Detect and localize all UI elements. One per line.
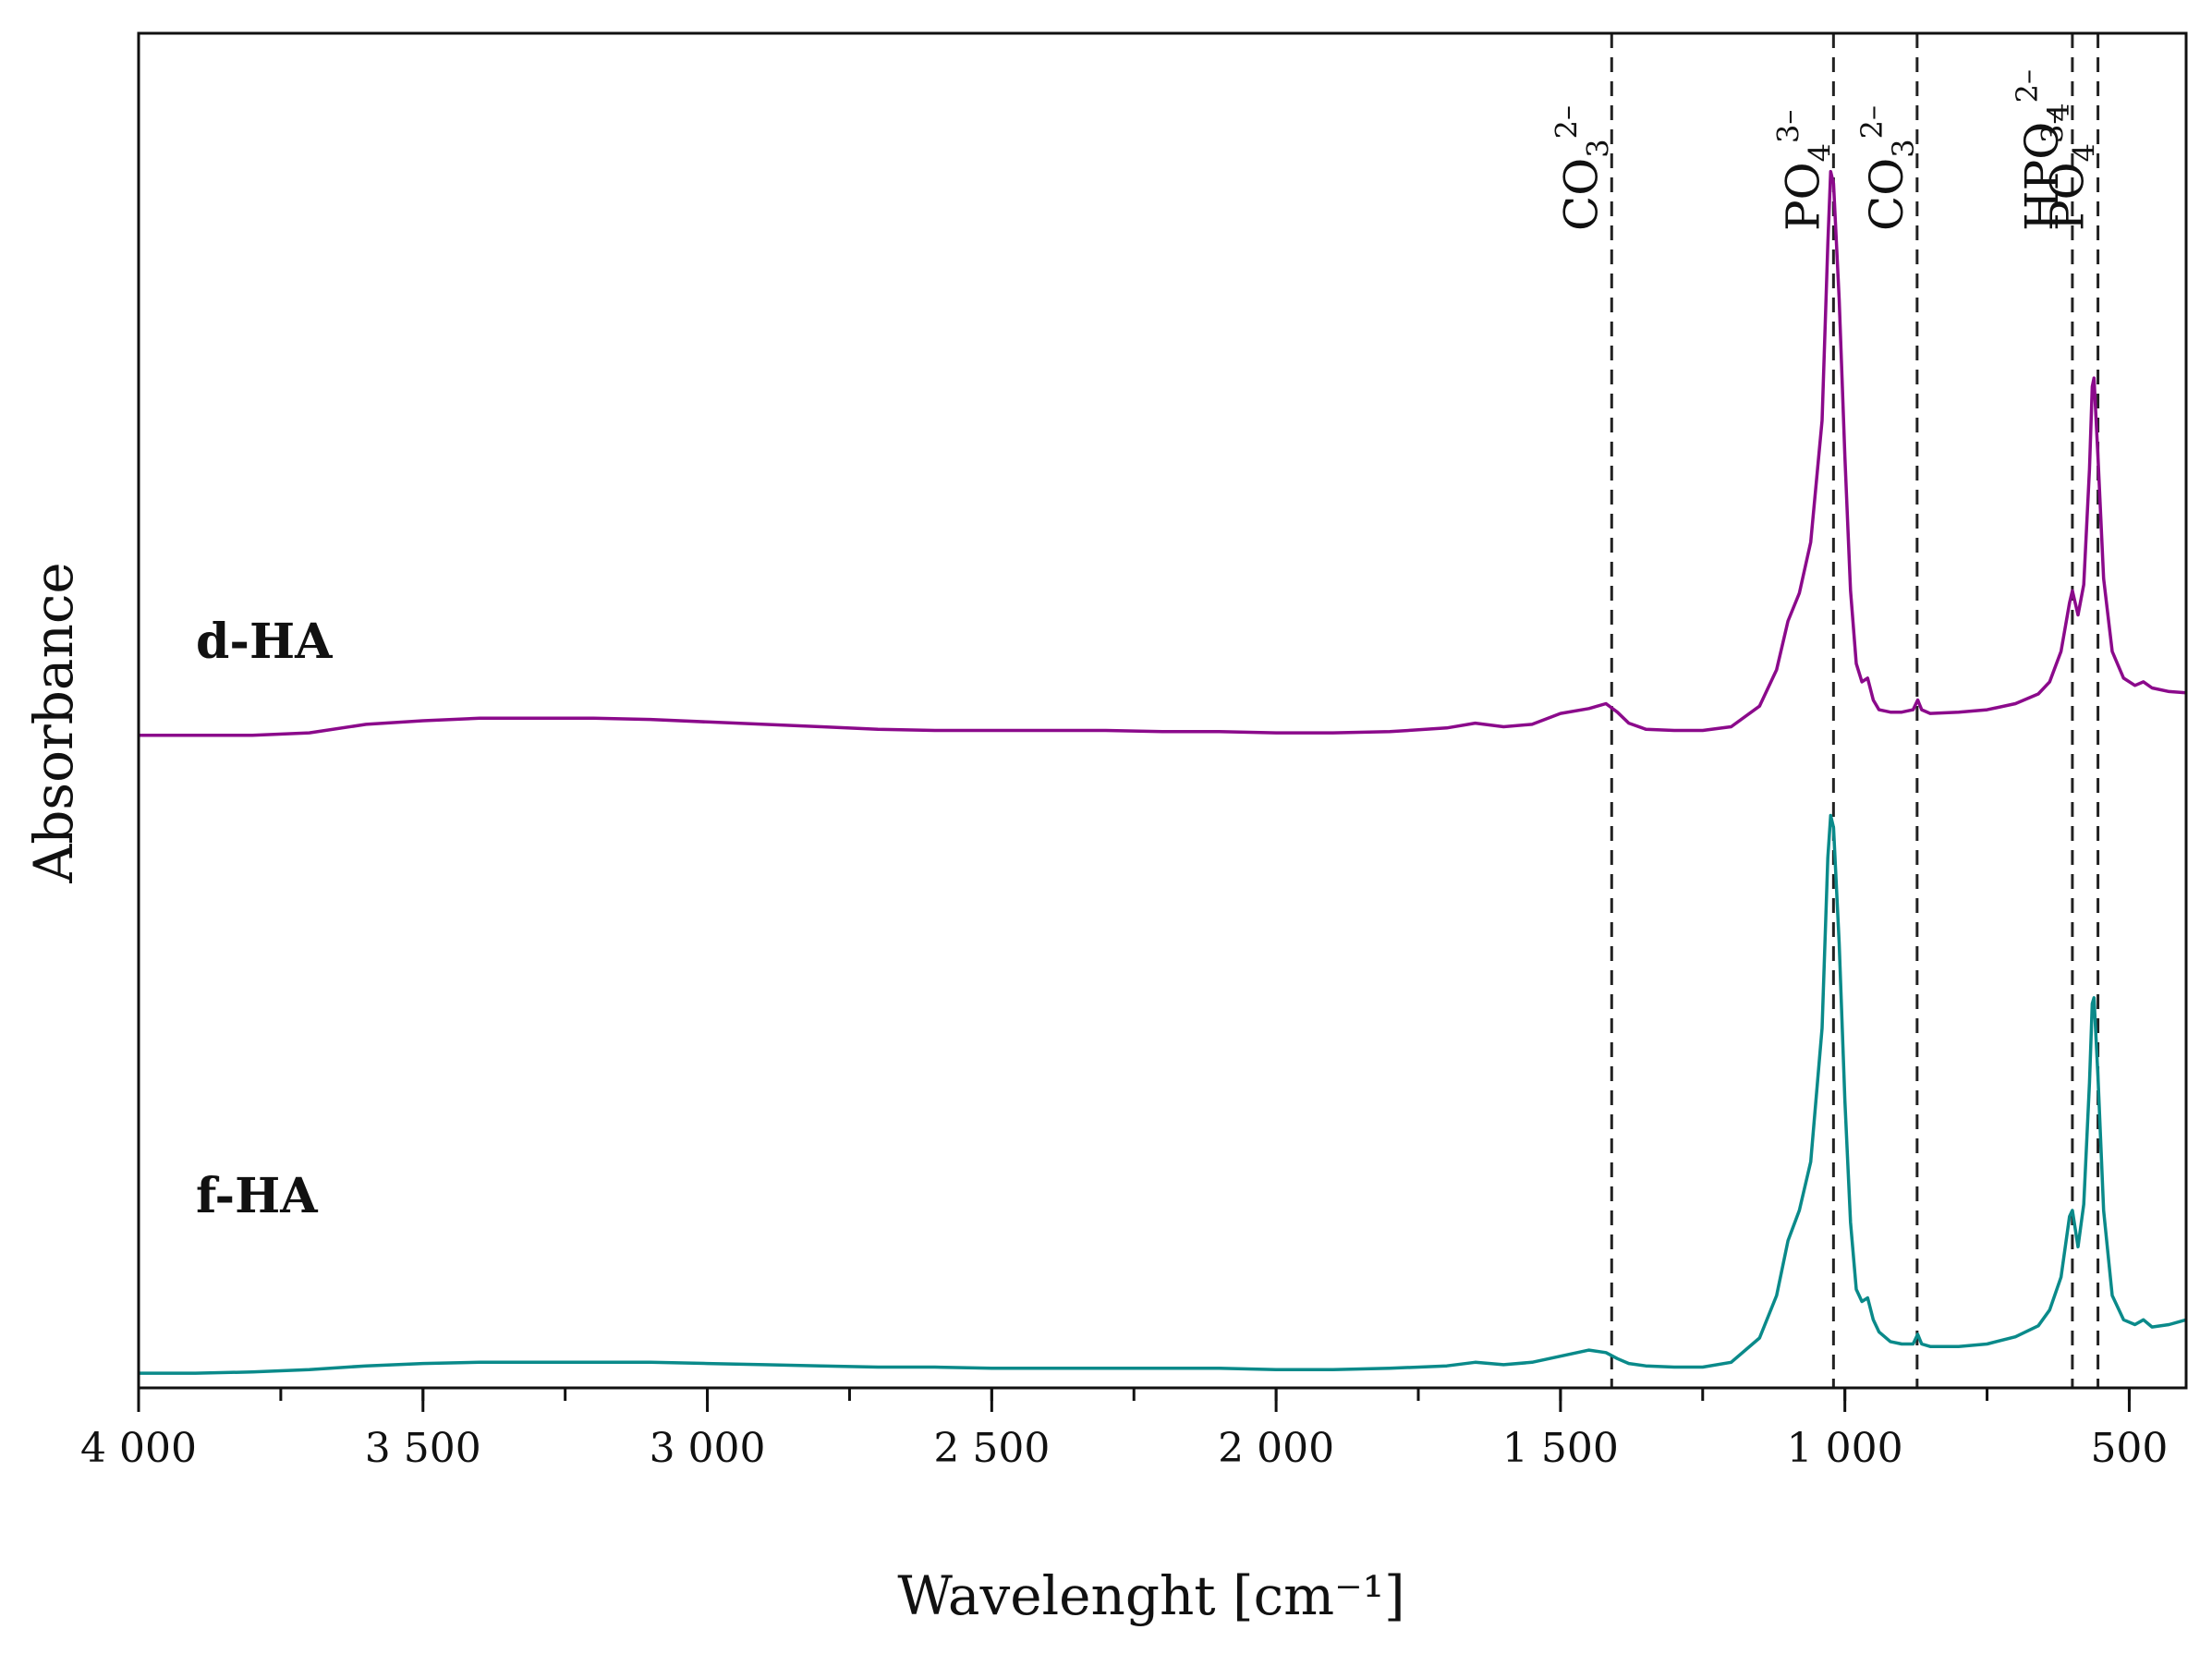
peak-annotation: PO43–: [1770, 110, 1837, 231]
axes: 4 000 3 500 3 000 2 500 2 000 1 500 1 000 500: [80, 31, 2188, 1472]
x-tick-label: 3 500: [365, 1425, 481, 1472]
x-tick-label: 2 000: [1218, 1425, 1334, 1472]
labels: Wavelenght [cm⁻¹] Absorbance CO32– PO43– C…: [22, 69, 2102, 1627]
reference-lines: [1610, 33, 2100, 1388]
series-line-f-HA: [139, 813, 2187, 1375]
series-label-d-HA: d-HA: [196, 614, 333, 670]
x-tick-label: 1 500: [1502, 1425, 1619, 1472]
peak-annotation: CO32–: [1549, 105, 1615, 231]
x-tick-label: 4 000: [80, 1425, 197, 1472]
x-tick-label: 2 500: [933, 1425, 1050, 1472]
x-tick-label: 500: [2090, 1425, 2168, 1472]
series-label-f-HA: f-HA: [196, 1168, 318, 1224]
peak-annotation: PO43–: [2036, 110, 2102, 231]
peak-annotation: HPO42–: [2010, 69, 2076, 231]
series-lines: [139, 169, 2187, 1375]
x-tick-label: 1 000: [1787, 1425, 1903, 1472]
x-tick-label: 3 000: [650, 1425, 766, 1472]
peak-annotation: CO32–: [1854, 105, 1921, 231]
plot-frame: [137, 31, 2188, 1390]
x-axis-title: Wavelenght [cm⁻¹]: [897, 1564, 1404, 1627]
series-line-d-HA: [139, 169, 2187, 737]
y-axis-title: Absorbance: [22, 562, 85, 883]
